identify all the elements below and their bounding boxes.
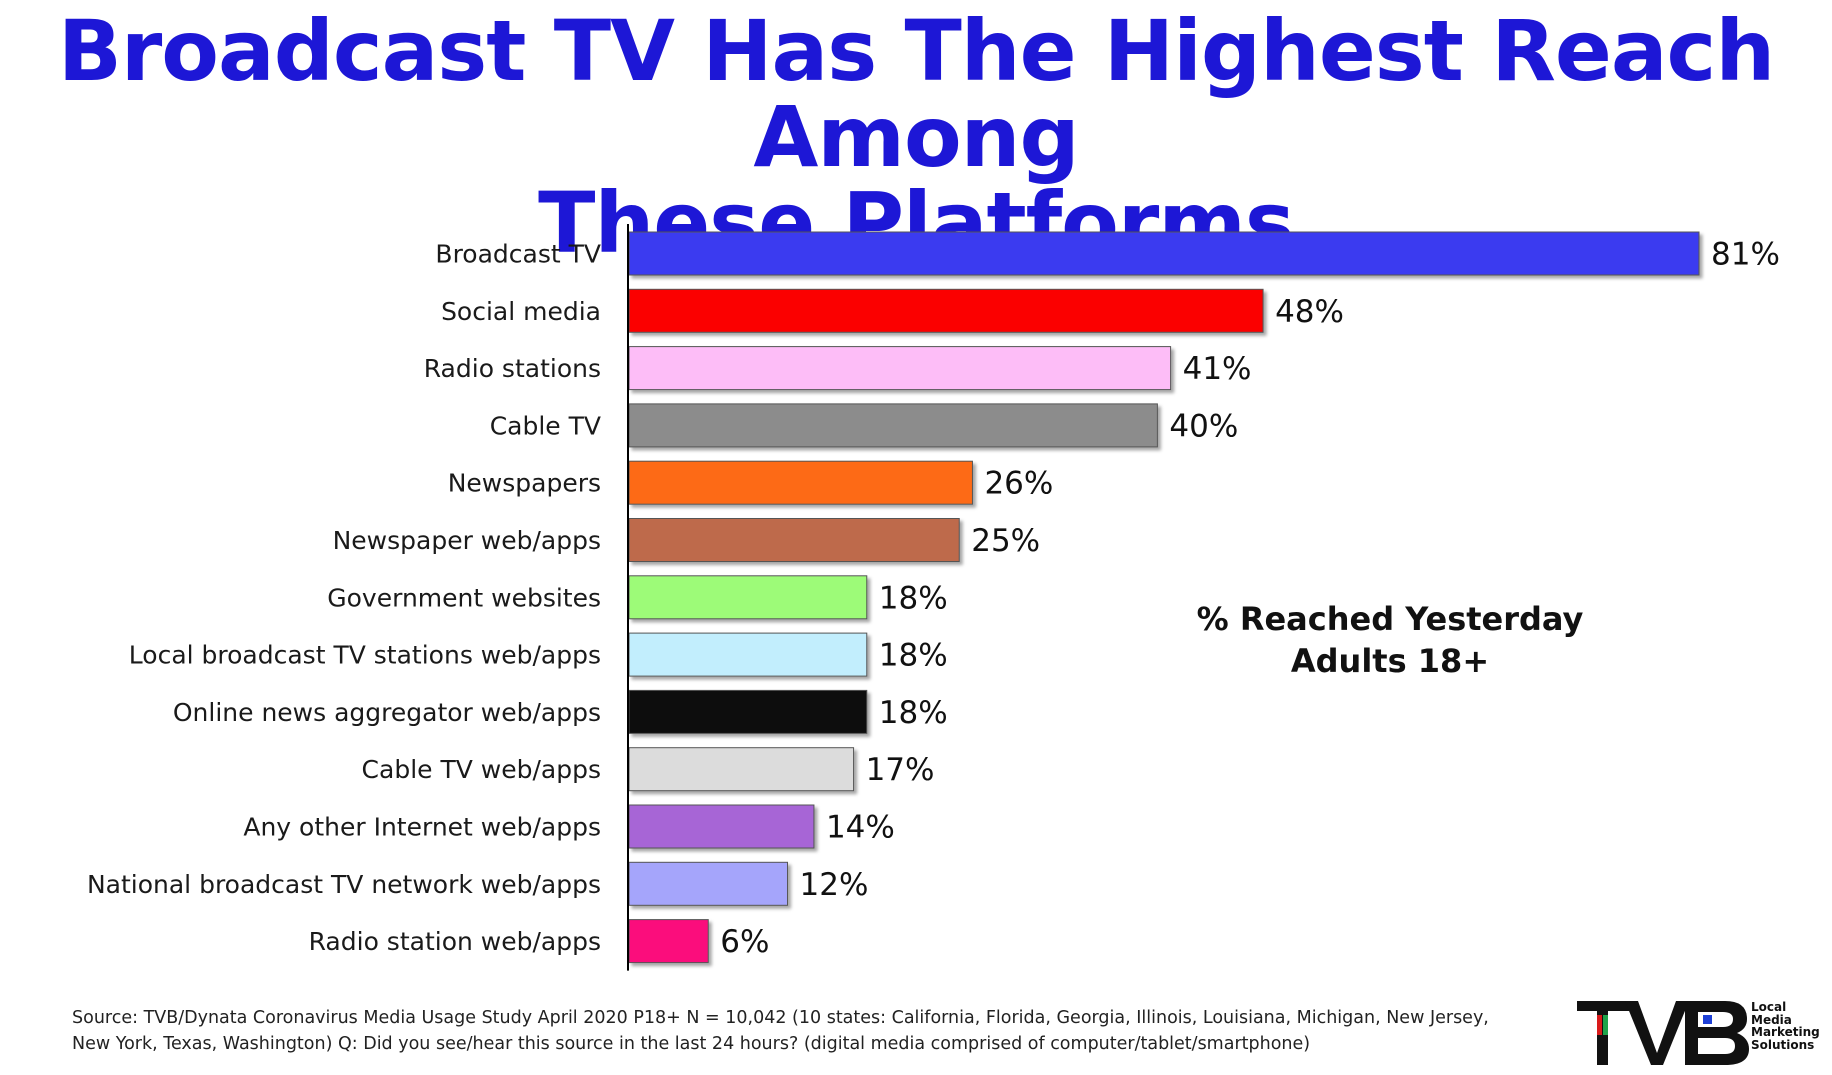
value-label-12: 6% <box>720 924 769 960</box>
bar-2 <box>628 346 1172 391</box>
category-label-1: Social media <box>441 297 601 326</box>
category-label-12: Radio station web/apps <box>309 927 601 956</box>
category-label-8: Online news aggregator web/apps <box>173 698 601 727</box>
value-label-7: 18% <box>879 638 948 674</box>
chart-title: Broadcast TV Has The Highest Reach Among… <box>0 8 1832 266</box>
category-label-2: Radio stations <box>424 354 601 383</box>
bar-8 <box>628 689 868 734</box>
value-label-4: 26% <box>984 466 1053 502</box>
value-label-3: 40% <box>1169 408 1238 444</box>
source-note: Source: TVB/Dynata Coronavirus Media Usa… <box>72 1008 1489 1054</box>
logo-tagline: Local Media Marketing Solutions <box>1751 1001 1820 1051</box>
category-label-3: Cable TV <box>490 411 601 440</box>
bar-4 <box>628 460 973 505</box>
value-label-5: 25% <box>971 523 1040 559</box>
value-label-1: 48% <box>1275 294 1344 330</box>
bar-6 <box>628 575 868 620</box>
logo-tagline-1: Local <box>1751 1000 1787 1014</box>
annotation-line-1: % Reached Yesterday <box>1196 600 1584 638</box>
value-label-9: 17% <box>866 752 935 788</box>
tvb-logo: Local Media Marketing Solutions <box>1575 993 1825 1071</box>
category-label-4: Newspapers <box>448 469 601 498</box>
value-label-6: 18% <box>879 580 948 616</box>
category-label-7: Local broadcast TV stations web/apps <box>129 641 601 670</box>
category-label-5: Newspaper web/apps <box>333 526 601 555</box>
value-label-0: 81% <box>1711 237 1780 273</box>
logo-tagline-2: Media <box>1751 1012 1792 1027</box>
category-label-6: Government websites <box>327 583 601 612</box>
chart-annotation: % Reached Yesterday Adults 18+ <box>1150 598 1630 682</box>
chart-title-line-1: Broadcast TV Has The Highest Reach Among <box>57 2 1775 186</box>
value-label-8: 18% <box>879 695 948 731</box>
bar-11 <box>628 861 789 906</box>
bar-3 <box>628 403 1158 448</box>
bar-9 <box>628 747 855 792</box>
bar-5 <box>628 518 960 562</box>
category-label-11: National broadcast TV network web/apps <box>87 870 601 899</box>
value-label-10: 14% <box>826 810 895 846</box>
logo-tagline-3: Marketing <box>1751 1025 1820 1039</box>
logo-tagline-4: Solutions <box>1751 1037 1815 1052</box>
category-label-9: Cable TV web/apps <box>362 755 601 784</box>
bars-group: Broadcast TV 81% Social media 48% Radio stat… <box>87 231 1780 964</box>
bar-1 <box>628 288 1264 333</box>
bar-12 <box>628 919 709 964</box>
bar-7 <box>628 632 868 677</box>
bar-10 <box>628 804 815 849</box>
category-label-10: Any other Internet web/apps <box>243 813 601 842</box>
bar-chart: Broadcast TV 81% Social media 48% Radio stat… <box>87 224 1780 971</box>
tvb-logo-mark <box>1577 1001 1749 1065</box>
bar-0 <box>628 231 1700 276</box>
annotation-line-2: Adults 18+ <box>1290 642 1490 680</box>
value-label-11: 12% <box>800 867 869 903</box>
category-label-0: Broadcast TV <box>435 240 601 269</box>
value-label-2: 41% <box>1183 351 1252 387</box>
